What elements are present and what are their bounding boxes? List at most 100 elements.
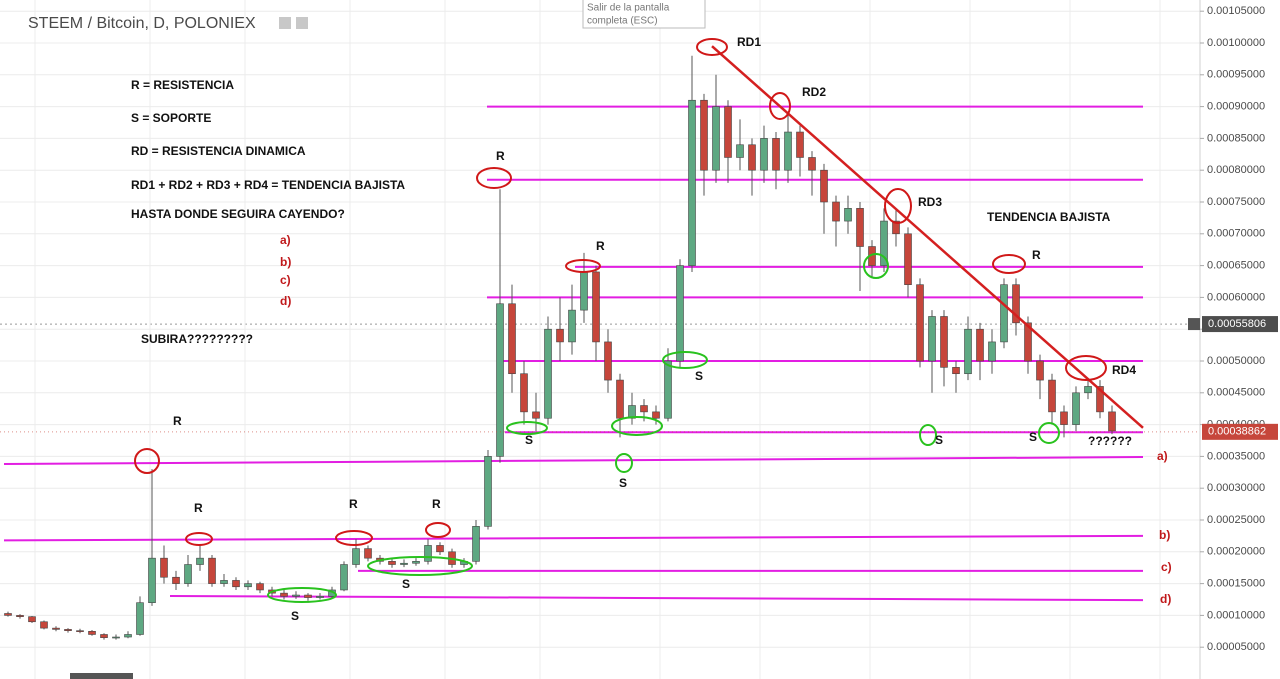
candle-body — [640, 405, 648, 413]
candle-body — [1012, 284, 1020, 324]
resistance-circle — [425, 522, 451, 538]
y-tick-label: 0.00010000 — [1207, 609, 1265, 621]
candle-body — [364, 548, 372, 559]
candle-body — [832, 201, 840, 222]
support-circle — [367, 556, 473, 576]
legend-note: RD = RESISTENCIA DINAMICA — [131, 144, 306, 158]
candle-body — [532, 411, 540, 419]
y-tick-label: 0.00085000 — [1207, 132, 1265, 144]
tooltip-line: Salir de la pantalla — [587, 3, 670, 14]
candle-body — [844, 208, 852, 222]
candle-body — [988, 341, 996, 362]
candle-body — [616, 379, 624, 419]
candle-body — [880, 220, 888, 266]
candle-body — [28, 616, 36, 623]
candle-body — [748, 144, 756, 171]
annotation: RD1 — [737, 35, 761, 49]
candle-body — [604, 341, 612, 381]
support-circle — [611, 416, 663, 436]
annotation: R — [432, 497, 441, 511]
annotation: R — [1032, 248, 1041, 262]
last-price-box — [1202, 423, 1278, 440]
candle-body — [652, 411, 660, 419]
option-label: d) — [280, 294, 291, 308]
candle-body — [520, 373, 528, 413]
candle-body — [256, 583, 264, 591]
resistance-circle — [1065, 355, 1107, 381]
candle-body — [904, 233, 912, 285]
candle-body — [136, 602, 144, 635]
legend-note: R = RESISTENCIA — [131, 78, 234, 92]
plot — [0, 38, 1200, 640]
support-circle — [506, 421, 548, 435]
crosshair-icon — [1188, 318, 1200, 331]
candle-body — [544, 328, 552, 419]
candle-body — [292, 594, 300, 597]
candle-body — [4, 613, 12, 616]
candle-body — [304, 594, 312, 598]
last-price-label: 0.00038862 — [1208, 426, 1266, 438]
annotation: S — [525, 433, 533, 447]
annotation: RD2 — [802, 85, 826, 99]
candle-body — [280, 592, 288, 597]
y-tick-label: 0.00095000 — [1207, 69, 1265, 81]
level-tag: a) — [1157, 449, 1168, 463]
annotation: S — [1029, 430, 1037, 444]
candle-body — [148, 557, 156, 603]
close-icon[interactable] — [296, 17, 308, 29]
candle-body — [52, 627, 60, 630]
candle-body — [508, 303, 516, 375]
candle-body — [124, 634, 132, 638]
candle-body — [928, 316, 936, 362]
candle-body — [184, 564, 192, 584]
level-line — [3, 456, 1144, 466]
resistance-circle — [992, 254, 1026, 274]
candle-body — [628, 405, 636, 419]
annotation: S — [619, 476, 627, 490]
y-tick-label: 0.00035000 — [1207, 450, 1265, 462]
candle-body — [40, 621, 48, 629]
annotation: R — [596, 239, 605, 253]
candle-body — [736, 144, 744, 158]
candle-body — [676, 265, 684, 362]
y-tick-label: 0.00070000 — [1207, 228, 1265, 240]
resistance-circle — [185, 532, 213, 546]
candle-body — [16, 615, 24, 617]
support-circle — [267, 587, 337, 603]
resistance-circle — [134, 448, 160, 474]
annotation: S — [291, 609, 299, 623]
legend-note: RD1 + RD2 + RD3 + RD4 = TENDENCIA BAJIST… — [131, 178, 405, 192]
candle-body — [232, 580, 240, 588]
support-circle — [919, 424, 937, 446]
option-label: a) — [280, 233, 291, 247]
y-tick-label: 0.00020000 — [1207, 546, 1265, 558]
y-tick-label: 0.00060000 — [1207, 291, 1265, 303]
support-circle — [863, 253, 889, 279]
candle-body — [496, 303, 504, 457]
candle-body — [88, 630, 96, 635]
y-tick-label: 0.00075000 — [1207, 196, 1265, 208]
resistance-circle — [696, 38, 728, 56]
annotation: TENDENCIA BAJISTA — [987, 210, 1111, 224]
y-tick-label: 0.00025000 — [1207, 514, 1265, 526]
candle-body — [724, 106, 732, 158]
settings-icon[interactable] — [279, 17, 291, 29]
candle-body — [664, 360, 672, 419]
candle-body — [1024, 322, 1032, 362]
candle-body — [316, 596, 324, 598]
option-label: b) — [280, 255, 291, 269]
candle-body — [484, 456, 492, 527]
annotation: R — [496, 149, 505, 163]
annotation: S — [935, 433, 943, 447]
level-tag: b) — [1159, 528, 1170, 542]
candle-body — [244, 583, 252, 588]
tooltip — [582, 0, 706, 29]
candle-body — [796, 131, 804, 158]
resistance-circle — [884, 188, 912, 224]
candle-body — [700, 99, 708, 171]
candle-body — [1036, 360, 1044, 381]
candle-body — [952, 367, 960, 375]
annotation: RD4 — [1112, 363, 1136, 377]
annotation: R — [349, 497, 358, 511]
